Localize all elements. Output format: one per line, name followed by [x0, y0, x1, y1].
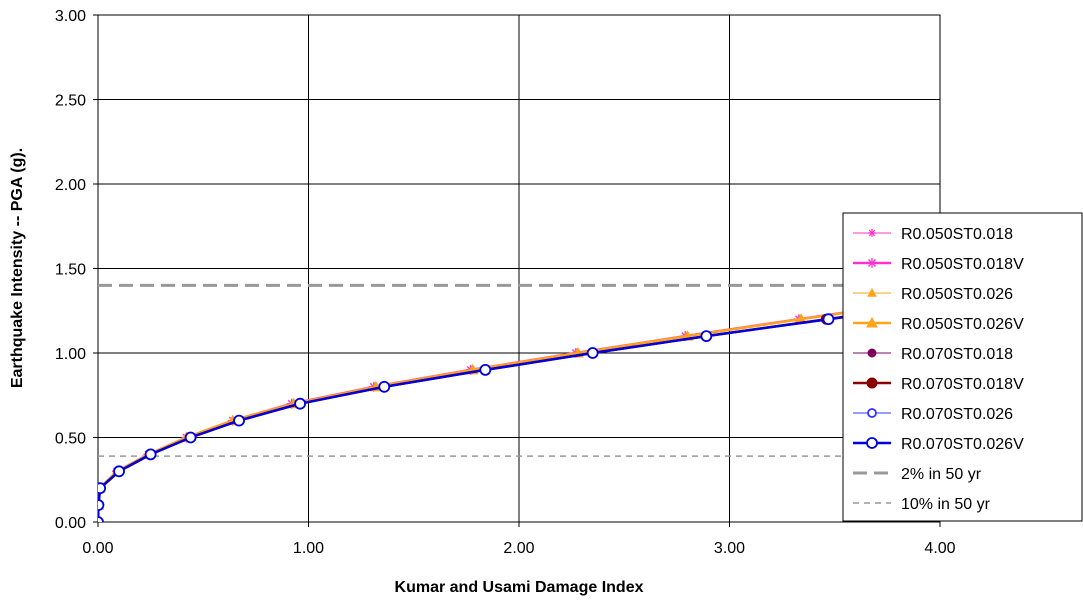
data-point: [98, 516, 104, 522]
legend-entry: 10% in 50 yr: [853, 496, 991, 513]
legend-label: 10% in 50 yr: [901, 496, 991, 513]
legend-entry: R0.070ST0.026V: [853, 436, 1024, 453]
legend-label: R0.050ST0.018V: [901, 256, 1024, 273]
data-point: [144, 448, 157, 461]
legend-label: R0.070ST0.026: [901, 406, 1013, 423]
y-tick-label: 0.50: [55, 431, 86, 448]
data-point: [98, 499, 105, 511]
legend-label: R0.050ST0.026: [901, 286, 1013, 303]
y-tick-label: 1.00: [55, 346, 86, 363]
series-r0-070st0-026v: [98, 302, 940, 522]
data-point: [378, 380, 391, 393]
x-tick-label: 0.00: [82, 540, 113, 557]
data-point: [586, 347, 599, 359]
x-tick-labels: 0.00 1.00 2.00 3.00 4.00: [82, 540, 955, 557]
legend-entry: R0.050ST0.018: [853, 226, 1013, 243]
series-group: [98, 296, 940, 522]
legend-label: R0.070ST0.026V: [901, 436, 1024, 453]
reference-lines: [98, 283, 940, 457]
x-tick-label: 2.00: [503, 540, 534, 557]
legend-entry: R0.050ST0.018V: [853, 256, 1024, 273]
legend-label: R0.070ST0.018V: [901, 376, 1024, 393]
data-point: [184, 431, 197, 444]
data-point: [822, 313, 835, 326]
data-point: [233, 414, 245, 427]
x-tick-label: 1.00: [293, 540, 324, 557]
data-point: [98, 482, 107, 495]
x-tick-label: 4.00: [924, 540, 955, 557]
y-tick-label: 2.00: [55, 177, 86, 194]
legend-entry: R0.050ST0.026V: [853, 316, 1024, 333]
legend-label: 2% in 50 yr: [901, 466, 982, 483]
y-tick-label: 1.50: [55, 262, 86, 279]
legend-entry: R0.050ST0.026: [853, 286, 1013, 303]
legend-box: [842, 212, 1083, 522]
data-point: [479, 363, 492, 376]
x-axis-title: Kumar and Usami Damage Index: [395, 579, 644, 596]
y-tick-label: 3.00: [55, 8, 86, 25]
data-point: [294, 397, 306, 410]
legend-entry: R0.070ST0.018: [853, 346, 1013, 363]
data-point: [700, 330, 713, 343]
y-tick-label: 0.00: [55, 515, 86, 532]
legend-entry: R0.070ST0.018V: [853, 376, 1024, 393]
y-tick-label: 2.50: [55, 93, 86, 110]
legend-label: R0.050ST0.026V: [901, 316, 1024, 333]
y-axis-title: Earthquake Intensity -- PGA (g).: [9, 148, 26, 388]
y-tick-labels: 0.00 0.50 1.00 1.50 2.00 2.50 3.00: [55, 8, 86, 532]
legend-label: R0.070ST0.018: [901, 346, 1013, 363]
x-tick-label: 3.00: [714, 540, 745, 557]
legend-entry: 2% in 50 yr: [853, 466, 982, 483]
legend: R0.050ST0.018 R0.050ST0.018V R0.050ST0.026…: [842, 212, 1083, 522]
data-point: [113, 465, 125, 478]
legend-entry: R0.070ST0.026: [853, 406, 1013, 423]
legend-label: R0.050ST0.018: [901, 226, 1013, 243]
